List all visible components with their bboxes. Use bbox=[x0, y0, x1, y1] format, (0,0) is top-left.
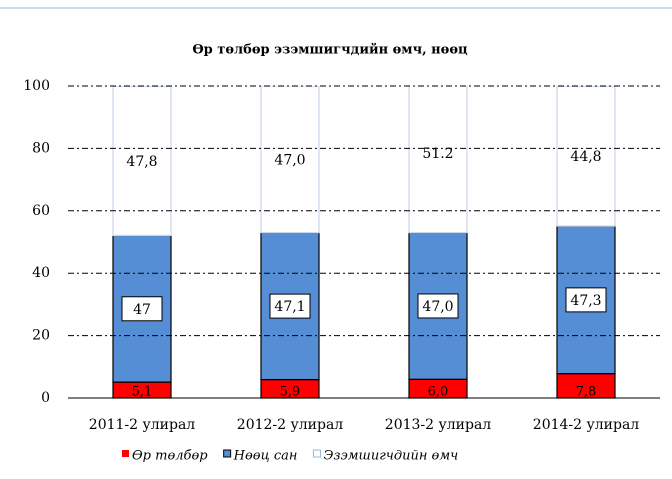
label-box bbox=[121, 296, 163, 322]
y-tick-label: 100 bbox=[23, 78, 50, 94]
legend-label: Өр төлбөр bbox=[132, 449, 208, 464]
bar-segment bbox=[556, 373, 616, 399]
bar-segment bbox=[408, 86, 468, 234]
legend-label: Эзэмшигчдийн өмч bbox=[323, 449, 458, 464]
value-label: 7,8 bbox=[576, 385, 597, 400]
legend-swatch bbox=[223, 449, 232, 458]
y-tick-label: 60 bbox=[32, 203, 50, 219]
x-tick-label: 2013-2 улирал bbox=[385, 417, 491, 433]
value-label: 5,1 bbox=[132, 385, 153, 400]
legend-swatch bbox=[122, 450, 129, 457]
value-label: 44,8 bbox=[570, 149, 601, 165]
legend-swatch bbox=[312, 449, 321, 458]
value-label: 51.2 bbox=[422, 146, 453, 162]
value-label: 47,8 bbox=[126, 154, 157, 170]
value-label: 6,0 bbox=[428, 385, 449, 400]
value-label: 47,0 bbox=[274, 152, 305, 168]
plot bbox=[112, 86, 616, 399]
value-label: 47,0 bbox=[422, 299, 453, 315]
value-label: 47,1 bbox=[274, 299, 305, 315]
y-tick-label: 20 bbox=[32, 328, 50, 344]
value-label: 5,9 bbox=[280, 385, 301, 400]
bar-segment bbox=[260, 86, 320, 234]
y-tick-label: 0 bbox=[41, 390, 50, 406]
value-label: 47 bbox=[133, 302, 151, 318]
label-box bbox=[565, 287, 607, 313]
x-tick-label: 2014-2 улирал bbox=[533, 417, 639, 433]
label-box bbox=[417, 293, 459, 319]
legend-label: Нөөц сан bbox=[233, 449, 298, 464]
x-tick-label: 2012-2 улирал bbox=[237, 417, 343, 433]
label-box bbox=[269, 293, 311, 319]
y-tick-label: 40 bbox=[32, 265, 50, 281]
bar-segment bbox=[556, 86, 616, 227]
chart-title: Өр төлбөр эзэмшигчдийн өмч, нөөц bbox=[192, 43, 468, 58]
x-tick-label: 2011-2 улирал bbox=[89, 417, 195, 433]
value-label: 47,3 bbox=[570, 293, 601, 309]
y-tick-label: 80 bbox=[32, 140, 50, 156]
